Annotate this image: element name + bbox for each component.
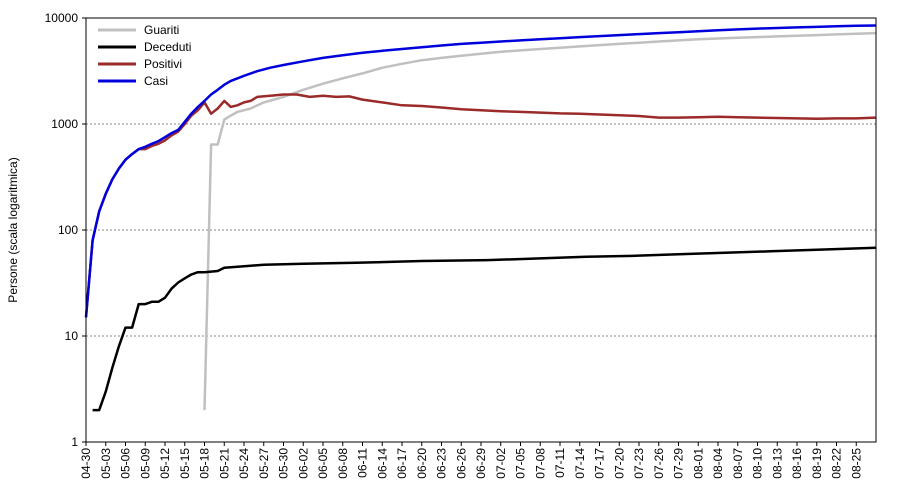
legend-label: Positivi xyxy=(144,57,182,71)
x-tick-label: 05-27 xyxy=(257,448,271,479)
y-tick-label: 1000 xyxy=(51,117,78,131)
x-tick-label: 08-10 xyxy=(751,448,765,479)
y-axis-ticks: 1 10 100 1000 10000 xyxy=(45,11,86,449)
x-tick-label: 08-22 xyxy=(830,448,844,479)
legend-label: Guariti xyxy=(144,23,179,37)
x-tick-label: 07-26 xyxy=(652,448,666,479)
x-tick-label: 05-24 xyxy=(237,448,251,479)
x-tick-label: 07-02 xyxy=(494,448,508,479)
x-tick-label: 08-04 xyxy=(711,448,725,479)
x-tick-label: 05-30 xyxy=(277,448,291,479)
x-tick-label: 07-23 xyxy=(632,448,646,479)
x-tick-label: 07-20 xyxy=(612,448,626,479)
series-line-positivi xyxy=(84,93,877,318)
x-tick-label: 07-08 xyxy=(533,448,547,479)
y-tick-label: 10000 xyxy=(45,11,79,25)
x-tick-label: 06-02 xyxy=(296,448,310,479)
series-lines xyxy=(84,24,877,412)
x-tick-label: 06-17 xyxy=(395,448,409,479)
x-tick-label: 05-18 xyxy=(198,448,212,479)
series-line-guariti xyxy=(203,31,877,411)
x-tick-label: 05-09 xyxy=(138,448,152,479)
x-tick-label: 08-19 xyxy=(810,448,824,479)
x-tick-label: 04-30 xyxy=(79,448,93,479)
legend: Guariti Deceduti Positivi Casi xyxy=(98,23,191,88)
y-tick-label: 1 xyxy=(71,435,78,449)
x-tick-label: 07-05 xyxy=(514,448,528,479)
y-axis-title: Persone (scala logaritmica) xyxy=(6,157,20,302)
y-tick-label: 100 xyxy=(58,223,78,237)
x-tick-label: 05-12 xyxy=(158,448,172,479)
x-tick-label: 06-20 xyxy=(415,448,429,479)
legend-label: Deceduti xyxy=(144,40,191,54)
legend-label: Casi xyxy=(144,74,168,88)
x-tick-label: 08-25 xyxy=(849,448,863,479)
x-tick-label: 05-21 xyxy=(217,448,231,479)
y-tick-label: 10 xyxy=(65,329,79,343)
x-tick-label: 08-13 xyxy=(770,448,784,479)
x-tick-label: 06-14 xyxy=(375,448,389,479)
x-tick-label: 08-01 xyxy=(691,448,705,479)
x-tick-label: 06-26 xyxy=(454,448,468,479)
x-tick-label: 05-03 xyxy=(99,448,113,479)
x-tick-label: 05-15 xyxy=(178,448,192,479)
x-tick-label: 08-16 xyxy=(790,448,804,479)
gridlines xyxy=(86,123,876,337)
series-line-casi xyxy=(84,24,877,318)
x-tick-label: 07-17 xyxy=(593,448,607,479)
x-tick-label: 07-11 xyxy=(553,448,567,478)
x-tick-label: 06-08 xyxy=(336,448,350,479)
x-tick-label: 05-06 xyxy=(119,448,133,479)
x-tick-label: 06-05 xyxy=(316,448,330,479)
x-tick-label: 06-29 xyxy=(474,448,488,479)
series-line-deceduti xyxy=(92,246,877,412)
x-tick-label: 06-11 xyxy=(356,448,370,478)
x-axis-ticks: 04-30 05-03 05-06 05-09 05-12 05-15 05-18 05-21… xyxy=(79,442,863,479)
x-tick-label: 08-07 xyxy=(731,448,745,479)
x-tick-label: 07-29 xyxy=(672,448,686,479)
x-tick-label: 07-14 xyxy=(573,448,587,479)
x-tick-label: 06-23 xyxy=(435,448,449,479)
